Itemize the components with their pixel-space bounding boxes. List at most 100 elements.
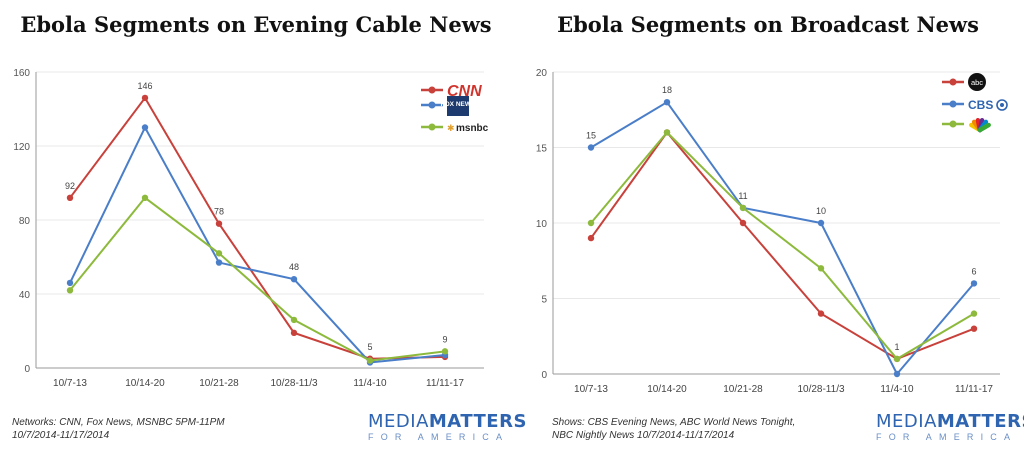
logo-media-text: MEDIA (876, 411, 937, 432)
y-tick-label: 5 (541, 295, 547, 306)
x-tick-label: 11/11-17 (426, 378, 464, 389)
nbc-peacock-feather (977, 122, 991, 133)
y-tick-label: 0 (24, 364, 30, 375)
data-label: 48 (289, 262, 299, 272)
legend-marker (428, 101, 436, 109)
media-matters-logo: MEDIAMATTERS FOR AMERICA (876, 411, 1024, 443)
chart-title: Ebola Segments on Broadcast News (557, 12, 979, 37)
y-tick-label: 120 (13, 142, 30, 153)
broadcast-news-panel: Ebola Segments on Broadcast News 0 5 10 15 2… (512, 0, 1024, 454)
x-tick-label: 10/7-13 (574, 384, 608, 395)
data-point (817, 310, 825, 317)
y-tick-label: 0 (541, 370, 547, 381)
legend-marker (949, 78, 957, 86)
x-tick-label: 10/14-20 (647, 384, 687, 395)
y-tick-label: 15 (536, 144, 548, 155)
x-tick-label: 10/21-28 (723, 384, 763, 395)
data-label: 6 (971, 266, 976, 276)
legend-marker (949, 120, 957, 128)
data-point (366, 357, 374, 364)
data-label: 9 (442, 334, 447, 344)
series-line (69, 125, 446, 364)
data-point (663, 99, 671, 106)
fox-news-logo-text: FOX NEWS (441, 101, 476, 108)
series-line (590, 100, 975, 376)
series-line (590, 130, 975, 361)
chart-title: Ebola Segments on Evening Cable News (20, 12, 492, 37)
x-tick-label: 11/4-10 (880, 384, 914, 395)
data-label: 5 (367, 342, 372, 352)
y-tick-label: 40 (19, 290, 31, 301)
msnbc-peacock-icon: ✱ (447, 123, 455, 133)
logo-subtitle: FOR AMERICA (876, 432, 1018, 442)
series-line (69, 96, 446, 360)
legend-marker (949, 100, 957, 108)
data-point (66, 287, 74, 294)
data-point (441, 348, 449, 355)
x-tick-label: 10/21-28 (199, 378, 239, 389)
legend-marker (428, 86, 436, 94)
y-tick-label: 20 (536, 68, 548, 79)
broadcast-news-chart: 0 5 10 15 20 10/7-13 10/14-20 10/21-28 10/28-11/… (536, 68, 1008, 395)
data-label: 92 (65, 181, 75, 191)
x-tick-label: 11/4-10 (353, 378, 387, 389)
data-point (215, 220, 223, 227)
data-point (587, 219, 595, 227)
data-point (290, 316, 298, 324)
data-point (215, 259, 223, 266)
data-point (739, 219, 747, 227)
cable-news-chart: 0 40 80 120 160 10/7-13 10/14-20 10/21-28 10/28-… (13, 68, 489, 389)
logo-matters-text: MATTERS (428, 411, 527, 432)
data-point (970, 325, 978, 332)
y-tick-label: 160 (13, 68, 30, 79)
data-label: 1 (894, 342, 899, 352)
x-tick-label: 10/14-20 (125, 378, 165, 389)
cable-news-panel: Ebola Segments on Evening Cable News 0 40… (12, 12, 526, 442)
data-point (215, 250, 223, 257)
data-point (970, 280, 978, 287)
legend-marker (428, 123, 436, 131)
x-tick-label: 10/7-13 (53, 378, 87, 389)
data-point (970, 310, 978, 317)
cnn-logo-icon: CNN (447, 83, 482, 100)
logo-media-text: MEDIA (368, 411, 429, 432)
data-label: 78 (214, 207, 224, 217)
data-label: 10 (816, 206, 826, 216)
data-point (141, 94, 149, 102)
data-point (290, 276, 298, 283)
data-point (141, 124, 149, 131)
fox-news-logo-icon (447, 96, 469, 116)
abc-logo-text: abc (971, 78, 983, 87)
msnbc-logo-icon: msnbc (456, 123, 489, 134)
caption-line: Networks: CNN, Fox News, MSNBC 5PM-11PM (12, 417, 225, 428)
data-label: 146 (137, 81, 152, 91)
caption-line: Shows: CBS Evening News, ABC World News … (552, 417, 796, 428)
data-point (290, 329, 298, 337)
data-point (587, 144, 595, 151)
x-tick-label: 10/28-11/3 (270, 378, 318, 389)
data-point (587, 234, 595, 242)
data-point (739, 204, 747, 212)
abc-logo-icon (968, 73, 986, 91)
cbs-eye-pupil (1000, 103, 1004, 107)
data-point (66, 279, 74, 287)
logo-matters-text: MATTERS (936, 411, 1024, 432)
data-point (817, 219, 825, 227)
series-line (590, 130, 975, 361)
y-tick-label: 80 (19, 216, 31, 227)
x-tick-label: 11/11-17 (955, 384, 993, 395)
data-point (663, 129, 671, 136)
data-point (893, 355, 901, 363)
chart-caption: Shows: CBS Evening News, ABC World News … (552, 416, 822, 442)
data-point (817, 265, 825, 272)
data-label: 11 (738, 191, 747, 201)
x-tick-label: 10/28-11/3 (797, 384, 845, 395)
data-point (893, 370, 901, 378)
cbs-logo-icon: CBS (968, 98, 993, 112)
media-matters-logo: MEDIAMATTERS FOR AMERICA (368, 411, 527, 443)
data-label: 18 (662, 85, 672, 95)
caption-line: NBC Nightly News 10/7/2014-11/17/2014 (552, 430, 735, 441)
data-point (141, 194, 149, 201)
y-tick-label: 10 (536, 219, 548, 230)
cbs-eye-icon (996, 99, 1008, 111)
